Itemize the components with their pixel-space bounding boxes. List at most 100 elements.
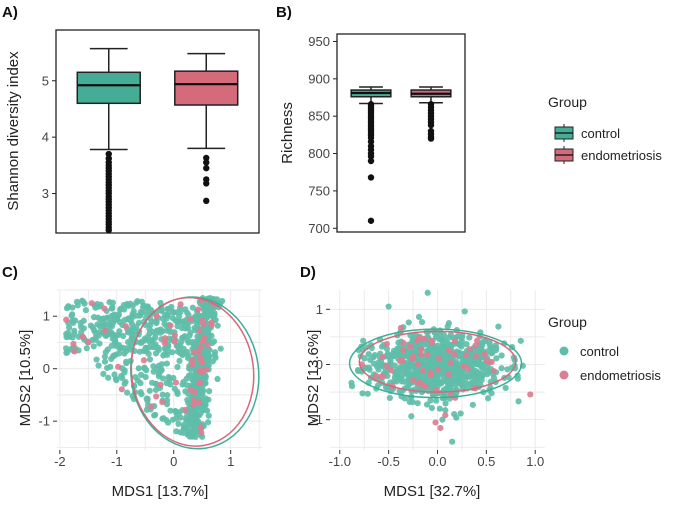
panel-d-xtick-label: 0.0: [428, 454, 446, 469]
panel-c-point-control: [157, 326, 164, 333]
panel-c-point-control: [158, 361, 165, 368]
panel-a-box-endometriosis: [174, 70, 239, 106]
panel-d-point-endometriosis: [427, 372, 434, 379]
panel-d-point-endometriosis: [407, 343, 414, 350]
panel-d-point-control: [418, 319, 426, 326]
panel-c-point-control: [100, 315, 107, 322]
legend-box-endometriosis-label: endometriosis: [581, 148, 662, 163]
legend-point-control-label: control: [580, 344, 619, 359]
panel-c-point-control: [95, 362, 102, 369]
panel-c-point-endometriosis: [177, 301, 184, 308]
panel-a-outlier-endometriosis: [203, 159, 210, 166]
panel-d-point-control: [390, 350, 397, 357]
panel-d-point-control: [495, 323, 502, 330]
panel-b-ytick-label: 750: [308, 183, 330, 198]
panel-d-point-control: [479, 342, 486, 349]
panel-d-point-endometriosis: [420, 335, 428, 342]
panel-c-point-control: [96, 340, 103, 347]
panel-c-point-control: [82, 307, 89, 314]
panel-d-point-control: [439, 416, 446, 423]
panel-d-point-control: [412, 345, 419, 353]
panel-d-point-endometriosis: [397, 324, 405, 332]
panel-a-box-control: [76, 71, 141, 105]
panel-d-point-endometriosis: [418, 346, 425, 353]
panel-c-point-control: [179, 334, 186, 341]
panel-b-ytick-label: 900: [308, 71, 330, 86]
panel-c-point-endometriosis: [153, 313, 160, 320]
panel-c-point-endometriosis: [191, 389, 199, 396]
panel-c-point-endometriosis: [190, 348, 197, 355]
panel-a-shannon-boxplot: Shannon diversity index 3 4 5: [5, 29, 260, 234]
panel-c-point-endometriosis: [88, 300, 95, 307]
panel-d-ytick-label: 1: [316, 302, 323, 317]
panel-c-point-control: [74, 302, 81, 309]
panel-d-point-control: [415, 313, 423, 321]
panel-c-point-control: [155, 373, 163, 380]
panel-a-ytick-label: 4: [42, 130, 49, 145]
panel-b-ytick-label: 950: [308, 34, 330, 49]
panel-d-point-control: [448, 342, 455, 349]
panel-d-point-endometriosis: [372, 372, 380, 379]
panel-d-point-control: [370, 360, 377, 367]
panel-d-point-endometriosis: [462, 352, 469, 359]
panel-d-point-control: [423, 401, 431, 408]
panel-d-ylabel: MDS2 [13.6%]: [305, 330, 322, 427]
panel-c-point-control: [83, 345, 90, 352]
panel-c-point-control: [186, 417, 193, 424]
panel-c-point-control: [102, 349, 109, 356]
panel-d-ytick-label: -1: [311, 412, 323, 427]
panel-c-point-endometriosis: [147, 403, 155, 410]
panel-d-point-endometriosis: [410, 353, 417, 360]
panel-c-point-control: [121, 350, 128, 357]
panel-c-point-control: [205, 412, 212, 419]
panel-c-point-control: [210, 338, 218, 345]
panel-d-point-control: [461, 308, 468, 315]
panel-c-point-control: [121, 380, 128, 387]
panel-c-point-control: [152, 411, 159, 418]
panel-c-point-control: [191, 411, 198, 418]
panel-c-point-endometriosis: [122, 323, 129, 330]
panel-c-point-control: [177, 308, 184, 315]
panel-c-point-control: [138, 391, 145, 398]
panel-c-point-control: [184, 422, 191, 430]
panel-d-ellipse-endometriosis: [358, 330, 517, 393]
panel-d-point-control: [395, 373, 402, 380]
panel-c-point-endometriosis: [171, 338, 178, 345]
panel-c-point-control: [184, 382, 191, 389]
panel-c-point-endometriosis: [197, 424, 204, 431]
panel-d-point-control: [364, 390, 371, 397]
panel-c-point-control: [202, 395, 209, 402]
panel-b-richness-boxplot: Richness 700 750 800 850 900 950: [279, 33, 466, 236]
panel-c-point-control: [123, 358, 130, 365]
panel-c-point-control: [204, 419, 212, 426]
panel-c-point-endometriosis: [159, 398, 166, 406]
panel-label-a: A): [2, 4, 18, 21]
panel-d-point-control: [442, 400, 449, 407]
panel-c-point-control: [206, 388, 213, 395]
panel-d-point-endometriosis: [481, 351, 488, 358]
panel-c-point-control: [163, 360, 170, 367]
panel-d-point-endometriosis: [445, 371, 452, 378]
panel-c-point-control: [169, 314, 176, 322]
panel-c-point-control: [170, 309, 177, 316]
panel-d-point-control: [440, 365, 447, 372]
panel-c-point-control: [65, 333, 72, 340]
panel-d-point-control: [438, 380, 445, 387]
panel-c-point-control: [111, 316, 118, 323]
panel-c-point-control: [110, 353, 117, 360]
panel-a-outlier-control: [105, 150, 112, 158]
panel-c-point-endometriosis: [197, 379, 204, 387]
panel-c-point-control: [65, 324, 73, 331]
panel-d-point-endometriosis: [424, 351, 431, 359]
panel-c-point-control: [192, 416, 199, 423]
panel-c-point-endometriosis: [85, 339, 92, 346]
panel-c-point-control: [211, 351, 218, 359]
panel-c-point-control: [109, 299, 116, 306]
panel-d-point-endometriosis: [434, 366, 441, 373]
panel-b-ytick-label: 800: [308, 146, 330, 161]
panel-d-point-control: [474, 377, 481, 384]
panel-d-mds-scatter: -1.0 -0.5 0.0 0.5 1.0 -1 0 1 MDS1 [32.7%] MDS2 …: [305, 289, 545, 500]
panel-c-point-control: [142, 347, 149, 355]
panel-c-point-control: [149, 338, 156, 346]
panel-d-point-endometriosis: [400, 347, 407, 354]
